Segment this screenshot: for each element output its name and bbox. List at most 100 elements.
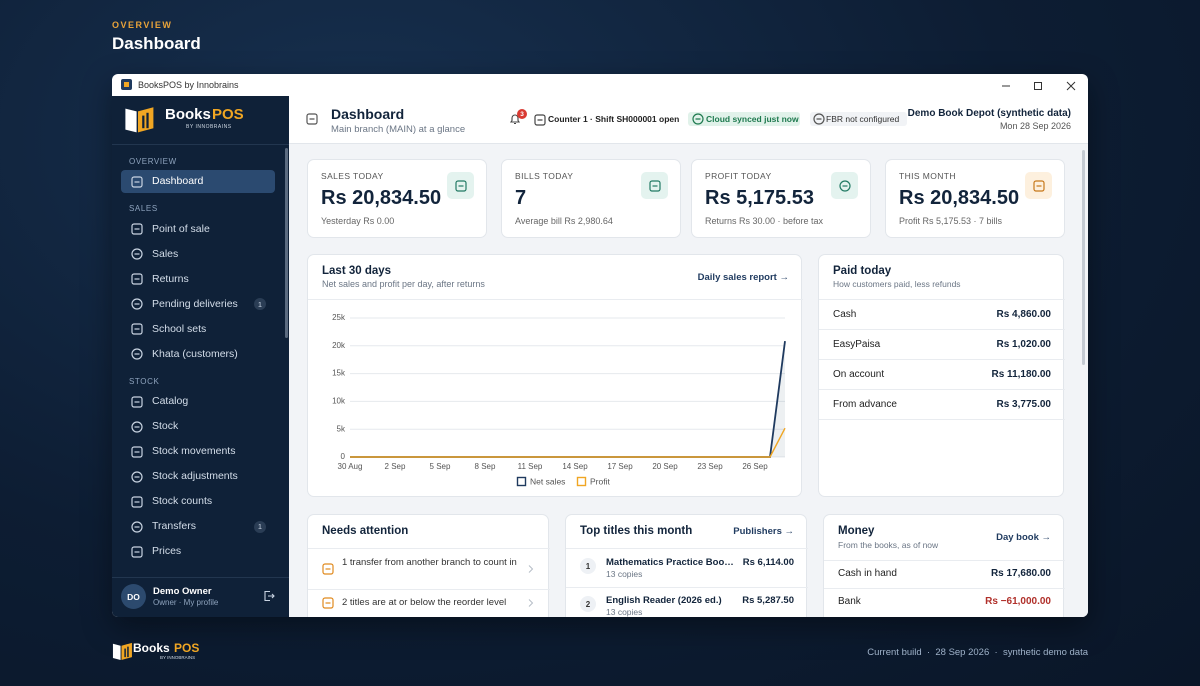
divider: [308, 299, 803, 300]
stat-note: Returns Rs 30.00 · before tax: [705, 215, 824, 226]
x-tick-label: 20 Sep: [652, 462, 678, 471]
card-subtitle: From the books, as of now: [838, 540, 939, 550]
chart-link[interactable]: Daily sales report →: [697, 271, 789, 283]
card-subtitle: How customers paid, less refunds: [833, 279, 961, 289]
icon-shape: [1032, 179, 1045, 192]
nav-label: Returns: [152, 272, 189, 285]
y-tick-label: 0: [341, 452, 346, 461]
icon-shape: [131, 323, 143, 335]
bell-icon: [509, 114, 521, 125]
stat-icon-box: [1025, 172, 1052, 199]
chart: 0 5k 10k 15k 20k 25k 30 Aug 2 Sep 5 Sep 8 Sep 11 S…: [332, 313, 786, 487]
nav-icon: [131, 348, 143, 360]
nav-item[interactable]: Sales: [121, 243, 275, 266]
row-label: On account: [833, 369, 885, 380]
card-title: Paid today: [833, 265, 892, 277]
nav-label: Transfers: [152, 520, 196, 532]
divider: [819, 389, 1065, 390]
y-tick-label: 25k: [332, 313, 346, 322]
logo-group: [125, 107, 154, 133]
card-title: Top titles this month: [580, 525, 693, 537]
footer-brand-accent: POS: [174, 640, 200, 655]
notification-dot: [517, 109, 527, 119]
divider: [308, 589, 550, 590]
icon-shape: [534, 114, 546, 126]
card-title: Needs attention: [322, 525, 409, 537]
nav-label: Sales: [152, 247, 179, 260]
window-title: BooksPOS by Innobrains: [138, 79, 239, 90]
divider: [308, 548, 550, 549]
nav-item[interactable]: Stock: [121, 415, 275, 438]
nav-icon: [131, 445, 143, 458]
user-name[interactable]: Demo Owner: [153, 585, 212, 597]
row-label: Cash in hand: [838, 568, 897, 579]
nav-item[interactable]: Prices: [121, 540, 275, 563]
nav-icon: [131, 470, 143, 483]
card-link[interactable]: Publishers →: [733, 525, 794, 537]
nav-item[interactable]: Stock counts: [121, 490, 275, 513]
nav-item[interactable]: Transfers 1: [121, 515, 275, 538]
stat-label: BILLS TODAY: [515, 171, 574, 181]
icon-shape: [131, 273, 143, 285]
card-link[interactable]: Day book →: [996, 531, 1051, 543]
legend-swatch: [516, 476, 527, 487]
nav-label: Prices: [152, 545, 182, 557]
nav-item[interactable]: Dashboard: [121, 170, 275, 193]
stat-note: Average bill Rs 2,980.64: [515, 215, 613, 226]
x-tick-label: 11 Sep: [518, 462, 543, 471]
nav-label: Stock: [152, 420, 179, 432]
sidebar: Books POS BY INNOBRAINS OVERVIEW Dashboard SA…: [112, 96, 289, 617]
row-label: From advance: [833, 399, 897, 410]
nav-item[interactable]: Pending deliveries 1: [121, 293, 275, 316]
stat-icon: [1032, 179, 1045, 192]
logo-bar: [146, 112, 149, 129]
row-value: Rs 17,680.00: [990, 568, 1051, 579]
x-tick-label: 26 Sep: [742, 462, 768, 471]
attention-item[interactable]: 1 transfer from another branch to count …: [342, 557, 517, 568]
window-controls: [1002, 81, 1076, 91]
stat-icon: [648, 179, 661, 192]
divider: [819, 359, 1065, 360]
sidebar-toggle: [306, 113, 318, 125]
nav-item[interactable]: School sets: [121, 318, 275, 341]
header-subtitle: Main branch (MAIN) at a glance: [331, 123, 466, 135]
stat-icon-box: [447, 172, 474, 199]
nav-item[interactable]: Stock movements: [121, 440, 275, 463]
legend-label: Net sales: [530, 476, 565, 486]
y-tick-label: 20k: [332, 341, 346, 350]
nav-item[interactable]: Returns: [121, 268, 275, 291]
nav-icon: [131, 420, 143, 433]
y-tick-label: 15k: [332, 369, 346, 378]
row-value: Rs 1,020.00: [996, 339, 1052, 350]
stat-label: PROFIT TODAY: [705, 171, 772, 181]
user-role[interactable]: Owner · My profile: [153, 597, 219, 607]
stat-note: Yesterday Rs 0.00: [321, 215, 395, 226]
x-tick-label: 17 Sep: [607, 462, 633, 471]
card: Needs attention 1 transfer from another b…: [307, 514, 550, 617]
nav-label: Pending deliveries: [152, 297, 238, 310]
avatar: [121, 584, 146, 609]
row-label: EasyPaisa: [833, 339, 881, 350]
divider: [819, 329, 1065, 330]
card: PROFIT TODAY Rs 5,175.53 Returns Rs 30.00 …: [691, 159, 871, 238]
divider: [819, 299, 1065, 300]
stat-value: Rs 20,834.50: [321, 187, 442, 209]
nav-item[interactable]: Stock adjustments: [121, 465, 275, 488]
divider: [819, 419, 1065, 420]
title-amount: Rs 5,287.50: [742, 594, 794, 606]
scrollbar: [285, 148, 288, 338]
attention-item[interactable]: 2 titles are at or below the reorder lev…: [342, 597, 507, 608]
nav-icon: [131, 395, 143, 408]
chevron: [528, 599, 534, 607]
scrollbar: [1082, 150, 1085, 365]
nav-label: Point of sale: [152, 222, 210, 235]
title-copies: 13 copies: [606, 607, 643, 617]
stat-icon-box: [831, 172, 858, 199]
icon-shape: [124, 82, 129, 87]
icon-shape: [131, 445, 143, 458]
nav-item[interactable]: Point of sale: [121, 218, 275, 241]
divider: [566, 548, 808, 549]
nav-item[interactable]: Khata (customers): [121, 343, 275, 366]
nav-item[interactable]: Catalog: [121, 390, 275, 413]
divider: [824, 560, 1065, 561]
